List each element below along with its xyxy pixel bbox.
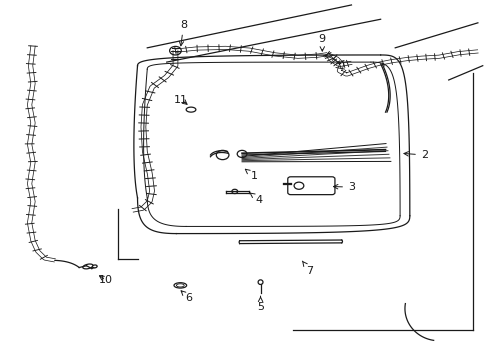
Text: 8: 8 — [179, 19, 187, 46]
Text: 7: 7 — [302, 261, 313, 276]
Text: 9: 9 — [318, 34, 325, 51]
Ellipse shape — [176, 284, 184, 287]
Ellipse shape — [258, 280, 263, 284]
Ellipse shape — [186, 107, 196, 112]
Text: 11: 11 — [174, 95, 188, 105]
Text: 3: 3 — [333, 182, 354, 192]
Ellipse shape — [174, 283, 186, 288]
Text: 6: 6 — [181, 291, 192, 303]
Text: 1: 1 — [245, 169, 257, 181]
Text: 2: 2 — [403, 150, 427, 160]
FancyBboxPatch shape — [287, 177, 334, 195]
Ellipse shape — [82, 264, 93, 269]
Text: 5: 5 — [257, 296, 264, 312]
Text: 4: 4 — [250, 193, 262, 204]
Ellipse shape — [92, 265, 97, 268]
Text: 10: 10 — [99, 275, 113, 285]
